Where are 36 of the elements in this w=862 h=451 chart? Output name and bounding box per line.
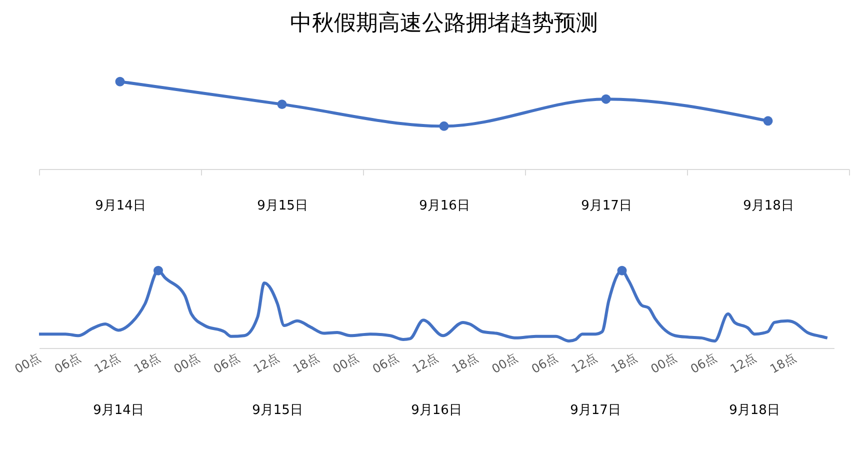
x-tick-label: 12点	[250, 350, 282, 376]
x-tick-label: 9月18日	[743, 198, 794, 214]
point	[601, 94, 611, 104]
x-tick-label: 06点	[211, 350, 242, 376]
text: 9月15日	[252, 403, 303, 418]
x-tick-label: 12点	[568, 350, 600, 376]
x-tick-label: 00点	[330, 350, 361, 376]
chart-title: 中秋假期高速公路拥堵趋势预测	[290, 11, 598, 36]
text: 9月18日	[729, 403, 780, 418]
x-tick-label: 06点	[370, 350, 401, 376]
text: 9月14日	[93, 403, 144, 418]
text: 9月16日	[411, 403, 462, 418]
x-tick-label: 00点	[171, 350, 202, 376]
x-tick-label: 18点	[132, 350, 162, 376]
x-tick-label: 12点	[728, 350, 758, 376]
x-tick-label: 18点	[768, 350, 798, 376]
x-tick-label: 00点	[648, 350, 679, 376]
point	[277, 100, 287, 110]
x-tick-label: 06点	[688, 350, 719, 376]
x-tick-label: 12点	[410, 350, 440, 376]
x-tick-label: 18点	[290, 350, 322, 376]
x-tick-label: 06点	[52, 350, 83, 376]
x-tick-label: 06点	[529, 350, 560, 376]
x-tick-label: 9月17日	[581, 198, 632, 214]
x-tick-label: 9月14日	[95, 198, 146, 214]
point	[763, 116, 773, 126]
text: 9月17日	[570, 403, 621, 418]
point	[115, 76, 125, 86]
x-tick-label: 00点	[489, 350, 520, 376]
x-tick-label: 12点	[92, 350, 122, 376]
x-tick-label: 00点	[12, 350, 43, 376]
x-tick-label: 9月16日	[419, 198, 470, 214]
point	[439, 121, 449, 131]
x-tick-label: 18点	[450, 350, 480, 376]
x-tick-label: 18点	[608, 350, 640, 376]
x-tick-label: 9月15日	[257, 198, 308, 214]
